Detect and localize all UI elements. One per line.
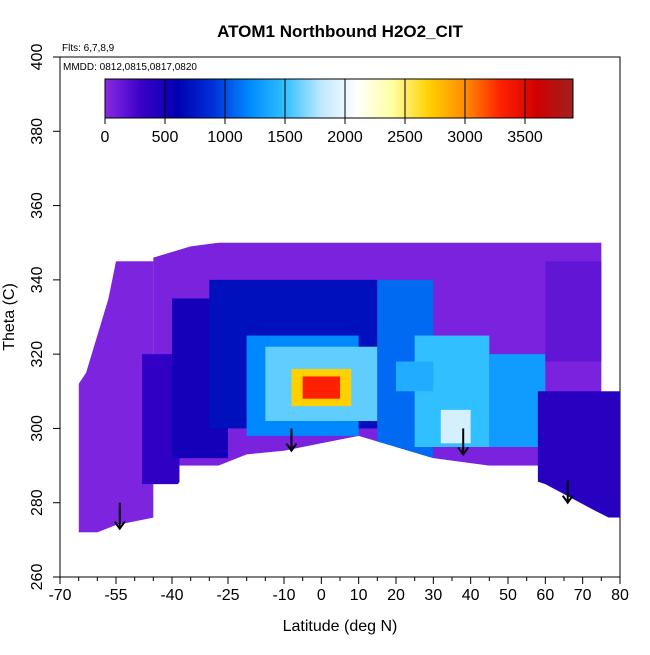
x-tick-label: -10 [272,587,295,604]
y-axis-label: Theta (C) [1,283,18,351]
dates-annotation: MMDD: 0812,0815,0817,0820 [63,62,197,73]
x-tick-label: -25 [216,587,239,604]
y-axis: 260 280 300 320 340 360 380 400 [29,44,60,591]
x-tick-label: 80 [611,587,629,604]
colorbar-tick-label: 500 [152,129,179,146]
y-tick-label: 340 [29,266,46,293]
arrow-layer [113,428,574,531]
heatmap-cell [537,391,620,518]
x-axis: -70 -55 -40 -25 -10 0 10 20 30 40 50 60 70 80 [48,577,629,604]
colorbar-tick-label: 1000 [207,129,243,146]
y-tick-label: 400 [29,44,46,71]
x-tick-label: 50 [499,587,517,604]
heatmap-layer [78,242,620,533]
x-tick-label: -70 [48,587,71,604]
heatmap-cell [302,376,340,399]
x-axis-label: Latitude (deg N) [283,618,398,635]
flight-arrow-icon [285,428,298,453]
x-tick-label: 20 [387,587,405,604]
chart-title: ATOM1 Northbound H2O2_CIT [217,22,463,41]
x-tick-label: 40 [462,587,480,604]
y-tick-label: 280 [29,489,46,516]
x-tick-label: 10 [350,587,368,604]
flight-arrow-icon [113,502,126,531]
colorbar-tick-label: 2000 [327,129,363,146]
y-tick-label: 360 [29,192,46,219]
colorbar-tick-label: 3000 [447,129,483,146]
colorbar-ticks: 0 500 1000 1500 2000 2500 3000 3500 [101,79,543,146]
x-tick-label: 60 [536,587,554,604]
flight-arrow-icon [457,428,470,457]
y-tick-label: 380 [29,118,46,145]
x-tick-label: -55 [104,587,127,604]
flights-annotation: Flts: 6,7,8,9 [62,43,115,54]
colorbar [104,78,574,119]
y-tick-label: 260 [29,564,46,591]
colorbar-tick-label: 1500 [267,129,303,146]
colorbar-tick-label: 3500 [507,129,543,146]
colorbar-tick-label: 2500 [387,129,423,146]
heatmap-cell [489,354,546,447]
x-tick-label: 30 [424,587,442,604]
flight-arrow-icon [561,480,574,505]
heatmap-cell [440,409,471,444]
x-tick-label: 0 [317,587,326,604]
heatmap-cell [396,361,434,392]
heatmap-cell [545,261,602,362]
x-tick-label: -40 [160,587,183,604]
y-tick-label: 300 [29,415,46,442]
y-tick-label: 320 [29,341,46,368]
colorbar-tick-label: 0 [101,129,110,146]
x-tick-label: 70 [574,587,592,604]
